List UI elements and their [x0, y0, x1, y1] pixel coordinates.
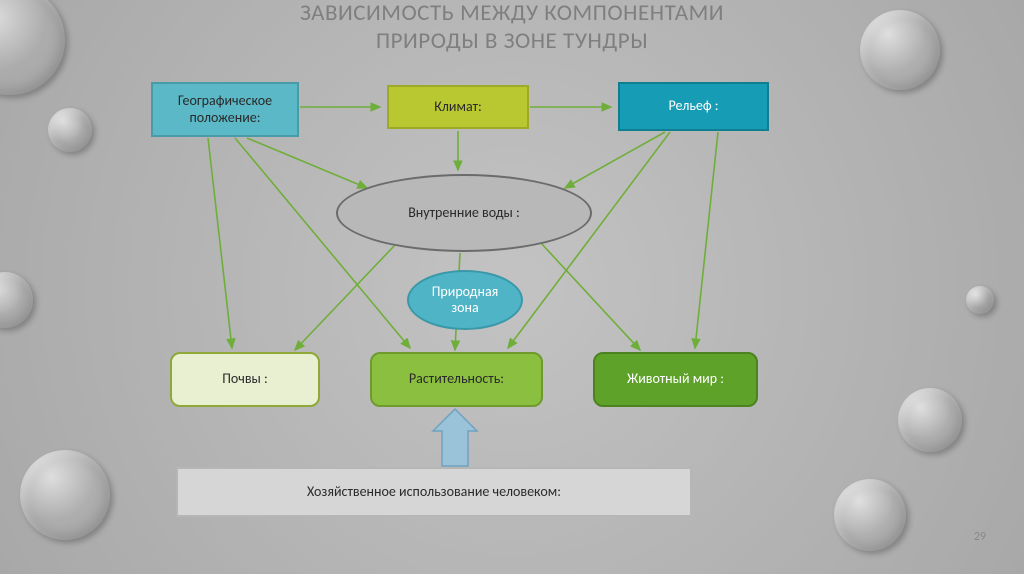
node-soils: Почвы : [170, 352, 320, 407]
node-economy: Хозяйственное использование человеком: [176, 467, 692, 517]
node-vegetation: Растительность: [370, 352, 543, 407]
node-climate: Климат: [387, 85, 529, 129]
arrow-geo-soils [208, 138, 232, 348]
arrow-waters-soils [295, 245, 395, 350]
title-line-2: ПРИРОДЫ В ЗОНЕ ТУНДРЫ [376, 27, 648, 55]
arrow-relief-fauna [695, 132, 718, 348]
node-relief: Рельеф : [618, 82, 769, 131]
node-fauna: Животный мир : [593, 352, 758, 407]
node-geo: Географическое положение: [151, 82, 299, 137]
background-bubble [0, 0, 65, 95]
background-bubble [834, 479, 906, 551]
page-number: 29 [974, 530, 986, 544]
background-bubble [898, 388, 962, 452]
arrow-geo-waters [247, 138, 367, 188]
background-bubble [48, 108, 92, 152]
background-bubble [0, 272, 33, 328]
node-zone: Природная зона [407, 270, 523, 330]
arrow-waters-fauna [540, 242, 640, 350]
block-arrow-economy-vegetation [433, 409, 477, 466]
title-line-1: ЗАВИСИМОСТЬ МЕЖДУ КОМПОНЕНТАМИ [300, 0, 724, 27]
background-bubble [20, 450, 110, 540]
background-bubble [966, 286, 994, 314]
node-waters: Внутренние воды : [336, 174, 592, 252]
background-bubble [860, 10, 940, 90]
arrow-relief-waters [565, 132, 665, 188]
